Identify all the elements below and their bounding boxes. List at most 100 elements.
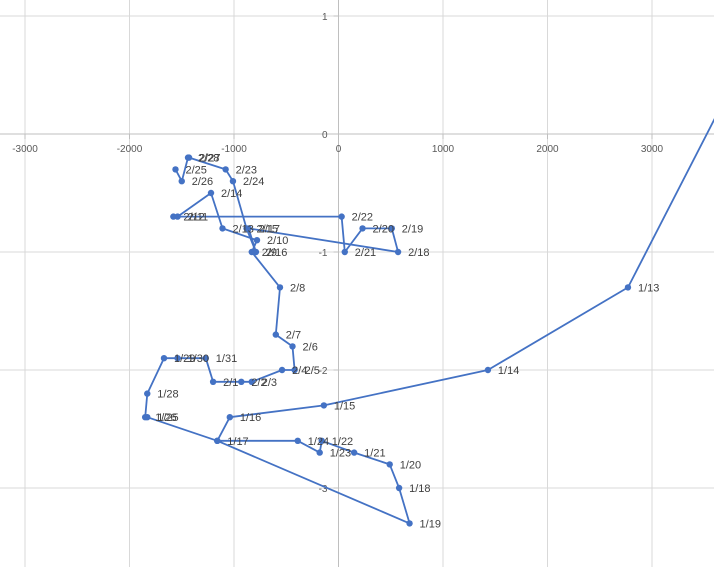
data-point bbox=[289, 343, 296, 350]
data-label: 2/24 bbox=[243, 176, 264, 188]
data-label: 2/15 bbox=[257, 223, 278, 235]
data-point bbox=[178, 178, 185, 185]
data-label: 2/7 bbox=[286, 330, 301, 342]
data-point bbox=[395, 484, 403, 492]
data-label: 2/3 bbox=[262, 377, 277, 389]
data-point bbox=[394, 248, 402, 256]
data-label: 1/28 bbox=[157, 389, 178, 401]
data-label: 2/18 bbox=[408, 247, 429, 259]
data-point bbox=[184, 154, 192, 161]
data-point bbox=[253, 237, 261, 244]
data-point bbox=[243, 225, 250, 232]
data-point bbox=[388, 225, 395, 232]
data-point bbox=[272, 331, 279, 338]
y-tick-label: -3 bbox=[319, 484, 328, 495]
data-point bbox=[170, 213, 177, 220]
data-label: 1/30 bbox=[188, 353, 209, 365]
data-label: 1/25 bbox=[157, 412, 178, 424]
data-label: 2/13 bbox=[233, 223, 254, 235]
data-point bbox=[316, 449, 323, 456]
data-label: 2/28 bbox=[198, 153, 219, 165]
data-point bbox=[219, 225, 226, 232]
data-point bbox=[174, 355, 181, 362]
data-point bbox=[141, 414, 149, 421]
marker-group bbox=[141, 154, 632, 527]
y-tick-label: -1 bbox=[319, 248, 328, 259]
x-tick-label: 2000 bbox=[536, 144, 559, 155]
data-label: 1/21 bbox=[364, 448, 385, 460]
data-label: 1/26 bbox=[155, 412, 176, 424]
x-tick-label: -2000 bbox=[117, 144, 143, 155]
data-label: 1/13 bbox=[638, 282, 659, 294]
data-label: 2/22 bbox=[352, 212, 373, 224]
data-point bbox=[248, 378, 255, 385]
data-point bbox=[214, 437, 221, 444]
data-label: 2/25 bbox=[185, 164, 206, 176]
data-point bbox=[320, 402, 328, 409]
data-label: 1/16 bbox=[240, 412, 261, 424]
data-label: 2/17 bbox=[259, 223, 280, 235]
data-label: 1/24 bbox=[308, 436, 329, 448]
x-tick-label: 0 bbox=[336, 144, 342, 155]
data-point bbox=[222, 166, 229, 173]
data-label: 1/23 bbox=[330, 448, 351, 460]
data-label: 1/31 bbox=[216, 353, 237, 365]
data-point bbox=[207, 189, 215, 197]
data-point bbox=[160, 355, 168, 362]
data-point bbox=[359, 225, 366, 232]
data-label: 2/4 bbox=[292, 365, 307, 377]
data-label: 1/19 bbox=[420, 518, 441, 530]
data-point bbox=[350, 449, 358, 456]
data-point bbox=[238, 378, 245, 385]
data-label: 1/18 bbox=[409, 483, 430, 495]
data-label: 1/22 bbox=[332, 436, 353, 448]
data-label: 2/12 bbox=[183, 212, 204, 224]
data-label: 2/27 bbox=[199, 153, 220, 165]
data-point bbox=[318, 437, 325, 444]
data-label: 2/20 bbox=[373, 223, 394, 235]
data-label: 2/26 bbox=[192, 176, 213, 188]
x-tick-label: 3000 bbox=[641, 144, 664, 155]
data-point bbox=[172, 166, 179, 173]
data-label: 1/15 bbox=[334, 400, 355, 412]
data-label: 1/20 bbox=[400, 459, 421, 471]
data-label: 1/17 bbox=[227, 436, 248, 448]
data-label: 2/10 bbox=[267, 235, 288, 247]
data-point bbox=[229, 178, 237, 185]
data-point bbox=[144, 390, 151, 397]
data-label: 2/11 bbox=[188, 212, 209, 224]
data-point bbox=[252, 248, 260, 256]
x-tick-label: 1000 bbox=[432, 144, 455, 155]
x-tick-label: -3000 bbox=[12, 144, 38, 155]
data-point bbox=[294, 437, 301, 444]
data-label: 2/14 bbox=[221, 188, 242, 200]
data-point bbox=[276, 284, 284, 291]
data-point bbox=[484, 366, 492, 374]
data-label: 2/6 bbox=[303, 341, 318, 353]
y-tick-label: -2 bbox=[319, 366, 328, 377]
data-label: 2/2 bbox=[251, 377, 266, 389]
tick-labels: -3000 -2000 -1000 0 1000 2000 3000 1 0 -1 -2 -3 bbox=[12, 12, 663, 495]
data-label: 2/23 bbox=[236, 164, 257, 176]
data-label: 2/16 bbox=[266, 247, 287, 259]
data-point bbox=[209, 378, 217, 385]
data-point bbox=[291, 366, 298, 374]
data-label: 2/8 bbox=[290, 282, 305, 294]
data-label-group: 1/13 1/14 1/15 1/16 1/17 1/241/231/22 1/21 1/20… bbox=[155, 153, 659, 531]
data-point bbox=[202, 355, 209, 362]
data-point bbox=[406, 520, 413, 527]
data-point bbox=[341, 248, 348, 256]
data-point bbox=[226, 414, 234, 421]
data-point bbox=[338, 213, 345, 220]
data-point bbox=[386, 461, 393, 468]
data-label: 2/21 bbox=[355, 247, 376, 259]
y-tick-label: 1 bbox=[322, 12, 328, 23]
data-point bbox=[278, 366, 286, 374]
x-tick-label: -1000 bbox=[221, 144, 247, 155]
data-label: 1/14 bbox=[498, 365, 519, 377]
y-tick-label: 0 bbox=[322, 130, 328, 141]
data-label: 2/1 bbox=[223, 377, 238, 389]
